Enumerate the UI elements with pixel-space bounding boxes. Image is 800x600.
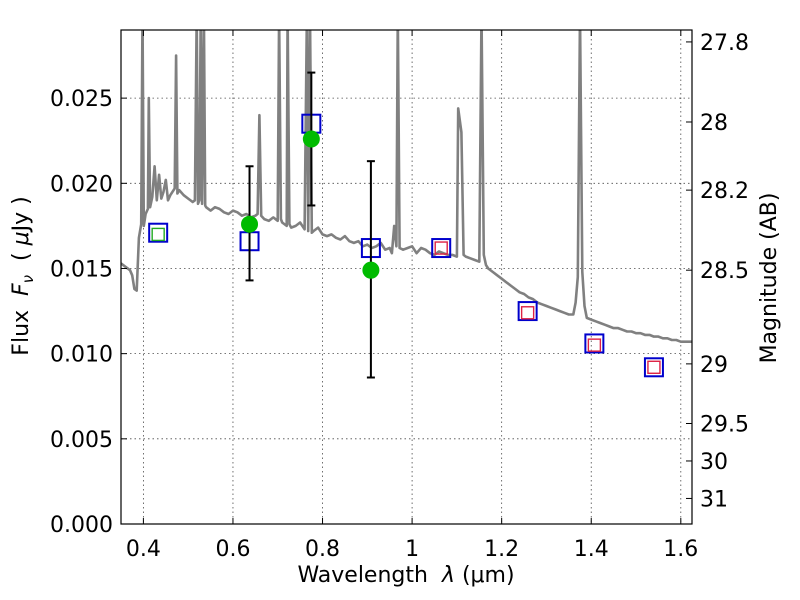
model-box-marker <box>584 333 605 354</box>
y-tick-label: 0.020 <box>50 172 113 197</box>
y-tick-label: 0.015 <box>50 257 113 282</box>
y2-tick-label: 28 <box>700 111 728 136</box>
y2-tick-label: 29.5 <box>700 412 749 437</box>
grid-lines <box>121 30 692 524</box>
red-box-marker <box>520 306 535 320</box>
x-tick-label: 1.2 <box>484 537 519 562</box>
red-box-marker <box>587 338 602 352</box>
x-tick-label: 1.4 <box>574 537 609 562</box>
y2-tick-label: 28.2 <box>700 179 749 204</box>
y-tick-label: 0.025 <box>50 87 113 112</box>
y-tick-label: 0.010 <box>50 343 113 368</box>
y-tick-label: 0.000 <box>50 513 113 538</box>
model-box-marker <box>643 357 664 378</box>
y2-tick-label: 30 <box>700 450 728 475</box>
green-box-marker <box>151 227 165 242</box>
x-tick-label: 1.6 <box>663 537 698 562</box>
y2-tick-label: 31 <box>700 487 728 512</box>
y-axis-label: Flux Fν ( μJy ) <box>9 196 37 355</box>
x-tick-label: 1 <box>405 537 419 562</box>
observed-point <box>302 130 320 148</box>
y2-tick-label: 28.5 <box>700 259 749 284</box>
y2-tick-label: 27.8 <box>700 31 749 56</box>
model-box-marker <box>517 301 538 322</box>
x-tick-label: 0.4 <box>126 537 161 562</box>
red-box-marker <box>647 360 661 374</box>
y2-tick-label: 29 <box>700 353 728 378</box>
x-tick-label: 0.8 <box>305 537 340 562</box>
model-box-marker <box>148 222 169 243</box>
model-box-marker <box>431 238 452 259</box>
x-tick-label: 0.6 <box>215 537 250 562</box>
y-tick-label: 0.005 <box>50 428 113 453</box>
data-markers <box>148 71 664 379</box>
y2-axis-label: Magnitude (AB) <box>757 193 782 364</box>
x-axis-label: Wavelength λ (μm) <box>297 563 514 588</box>
spectrum-line <box>121 30 692 343</box>
plot-frame <box>120 29 693 525</box>
observed-point <box>241 215 259 233</box>
axis-ticks: 0.4 0.6 0.8 1 1.2 1.4 1.6 0.000 0.005 0.010 0.015 0… <box>50 30 749 562</box>
plot-area <box>121 30 692 379</box>
observed-point <box>362 261 380 279</box>
red-box-marker <box>434 241 448 255</box>
